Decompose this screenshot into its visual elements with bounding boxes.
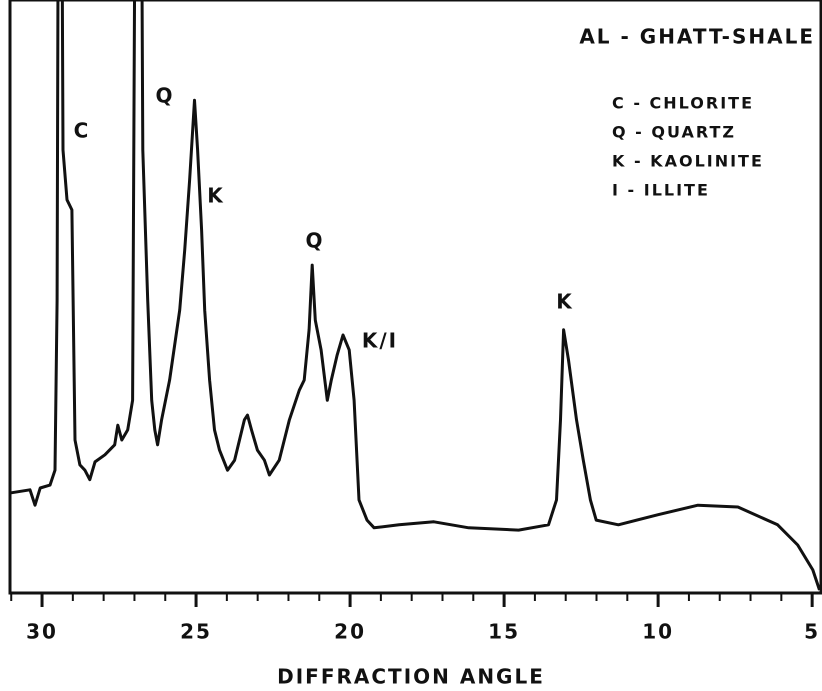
peak-label: C [74, 119, 91, 143]
plot-frame [8, 0, 822, 595]
x-tick-label: 20 [334, 620, 366, 644]
x-tick-label: 15 [488, 620, 520, 644]
x-axis-label: DIFFRACTION ANGLE [277, 665, 545, 689]
x-tick-label: 30 [26, 620, 58, 644]
legend-entry: K - KAOLINITE [612, 152, 764, 171]
legend-entry: I - ILLITE [612, 181, 710, 200]
legend-entry: Q - QUARTZ [612, 123, 736, 142]
legend-entry: C - CHLORITE [612, 94, 754, 113]
peak-label: K [556, 290, 574, 314]
x-tick-label: 5 [804, 620, 820, 644]
chart-title: AL - GHATT-SHALE [579, 25, 815, 49]
peak-label: Q [155, 84, 174, 108]
peak-label: K [207, 184, 225, 208]
peak-label: K/I [362, 329, 398, 353]
x-tick-label: 10 [642, 620, 674, 644]
line-series [10, 0, 821, 591]
x-tick-label: 25 [180, 620, 212, 644]
peak-label: Q [305, 229, 324, 253]
